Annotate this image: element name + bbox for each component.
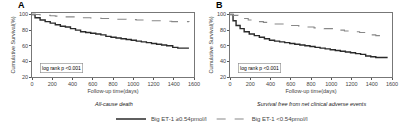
svg-text:A: A	[18, 0, 25, 10]
svg-text:600: 600	[88, 81, 97, 87]
svg-text:1200: 1200	[345, 81, 357, 87]
svg-text:1600: 1600	[386, 81, 398, 87]
svg-text:60: 60	[220, 43, 226, 49]
svg-text:Survival free from net clinica: Survival free from net clinical adverse …	[257, 101, 366, 107]
svg-text:40: 40	[22, 58, 28, 64]
svg-text:0: 0	[228, 81, 231, 87]
svg-text:Follow-up time(days): Follow-up time(days)	[285, 88, 336, 94]
svg-text:80: 80	[220, 27, 226, 33]
svg-text:100: 100	[217, 11, 226, 17]
svg-text:1600: 1600	[188, 81, 200, 87]
svg-text:0: 0	[30, 81, 33, 87]
svg-text:1000: 1000	[325, 81, 337, 87]
svg-text:Big ET-1 ≥0.54pmol/l: Big ET-1 ≥0.54pmol/l	[151, 116, 207, 122]
svg-text:All-cause death: All-cause death	[94, 101, 133, 107]
svg-text:400: 400	[266, 81, 275, 87]
svg-text:800: 800	[108, 81, 117, 87]
svg-text:1000: 1000	[127, 81, 139, 87]
svg-text:1400: 1400	[366, 81, 378, 87]
svg-text:600: 600	[286, 81, 295, 87]
svg-text:B: B	[216, 0, 223, 10]
svg-text:200: 200	[246, 81, 255, 87]
svg-text:400: 400	[68, 81, 77, 87]
svg-text:1200: 1200	[147, 81, 159, 87]
svg-text:log rank p <0.001: log rank p <0.001	[42, 65, 81, 71]
svg-text:800: 800	[306, 81, 315, 87]
svg-text:60: 60	[22, 43, 28, 49]
svg-text:1400: 1400	[168, 81, 180, 87]
svg-text:log rank p <0.001: log rank p <0.001	[240, 65, 279, 71]
svg-text:200: 200	[48, 81, 57, 87]
svg-text:20: 20	[22, 74, 28, 80]
svg-text:Cumulative Survival(%): Cumulative Survival(%)	[208, 16, 214, 73]
svg-text:Cumulative Survival(%): Cumulative Survival(%)	[10, 16, 16, 73]
svg-text:80: 80	[22, 27, 28, 33]
svg-text:20: 20	[220, 74, 226, 80]
svg-text:Follow-up time(days): Follow-up time(days)	[87, 88, 138, 94]
svg-text:40: 40	[220, 58, 226, 64]
svg-text:Big ET-1 <0.54pmol/l: Big ET-1 <0.54pmol/l	[252, 116, 308, 122]
svg-text:100: 100	[19, 11, 28, 17]
